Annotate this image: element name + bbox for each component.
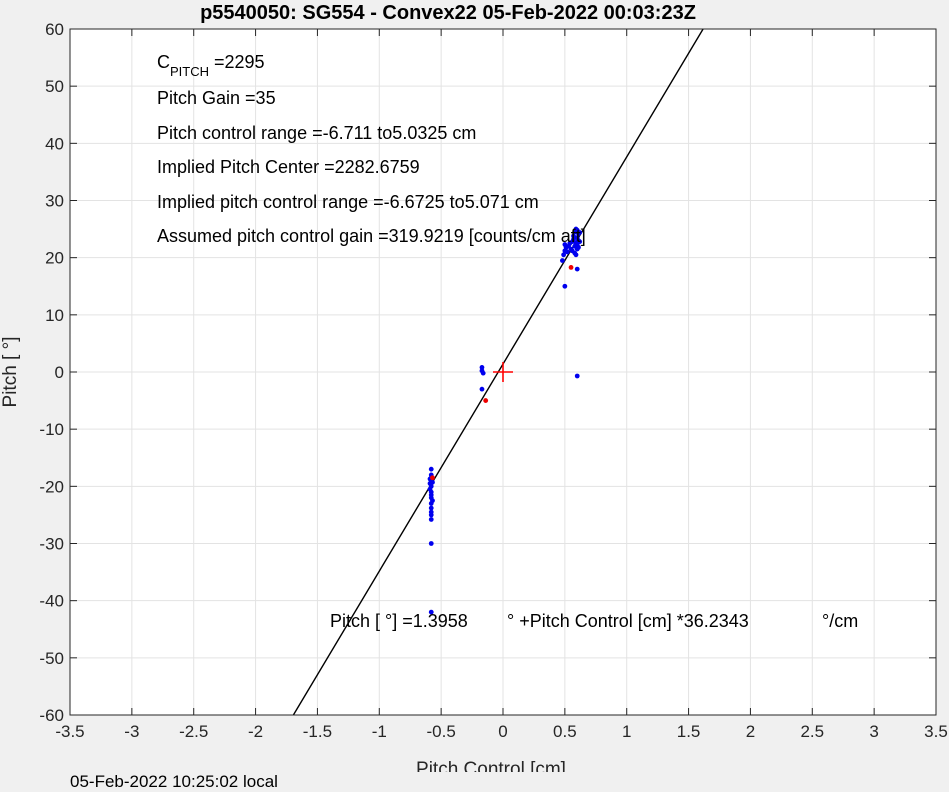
y-tick-label: 40 (45, 134, 64, 153)
data-point (428, 512, 434, 518)
annotation-equation-part3: °/cm (822, 611, 858, 631)
data-point (577, 230, 583, 235)
y-tick-label: 60 (45, 20, 64, 39)
y-tick-label: -30 (39, 535, 64, 554)
y-tick-label: 50 (45, 77, 64, 96)
data-point (430, 475, 435, 481)
plot-frame (69, 28, 937, 716)
x-tick-label: -1.5 (303, 722, 332, 741)
annotation-implied-range: Implied pitch control range =-6.6725 to5… (157, 192, 539, 212)
center-marker-group (493, 362, 513, 382)
annotation-equation-part2: ° +Pitch Control [cm] *36.2343 (507, 611, 749, 631)
x-axis-ticks: -3.5 -3 -2.5 -2 -1.5 -1 -0.5 0 0.5 1 1.5 2 2.5 3 3.5 (55, 29, 948, 741)
annotation-c-pitch-value: =2295 (209, 52, 265, 72)
data-point (576, 244, 581, 250)
data-point (574, 373, 580, 379)
y-tick-label: -40 (39, 592, 64, 611)
x-tick-label: -2 (248, 722, 263, 741)
y-axis-ticks: -60 -50 -40 -30 -20 -10 0 10 20 30 40 50 60 (39, 20, 936, 725)
x-tick-label: -3.5 (55, 722, 84, 741)
scatter-points (427, 226, 583, 615)
x-tick-label: -3 (124, 722, 139, 741)
annotation-c-pitch-subscript: PITCH (170, 64, 209, 79)
data-point (483, 398, 489, 403)
x-tick-label: 2 (746, 722, 755, 741)
data-point (574, 266, 580, 272)
data-point (572, 229, 578, 235)
annotation-implied-center: Implied Pitch Center =2282.6759 (157, 157, 420, 177)
data-point (428, 609, 434, 615)
data-point (480, 370, 486, 376)
data-point (428, 505, 434, 511)
annotation-equation-part1: Pitch [ °] =1.3958 (330, 611, 468, 631)
data-point (479, 386, 485, 392)
chart-title: p5540050: SG554 - Convex22 05-Feb-2022 0… (200, 2, 696, 24)
data-point (559, 258, 565, 263)
x-tick-label: 3.5 (924, 722, 948, 741)
x-tick-label: 0 (498, 722, 507, 741)
y-tick-label: -20 (39, 477, 64, 496)
data-point (428, 541, 434, 546)
x-axis-label: Pitch Control [cm] (416, 759, 566, 772)
y-tick-label: 20 (45, 249, 64, 268)
annotation-c-pitch-main: C (157, 52, 170, 72)
y-tick-label: -10 (39, 420, 64, 439)
data-point (571, 233, 576, 239)
data-point (562, 242, 568, 247)
data-point (573, 252, 579, 258)
y-tick-label: 10 (45, 306, 64, 325)
data-point (571, 236, 576, 242)
data-point (428, 466, 434, 472)
annotation-assumed-gain: Assumed pitch control gain =319.9219 [co… (157, 226, 586, 246)
data-point (428, 517, 434, 522)
x-tick-label: 1 (622, 722, 631, 741)
data-point (428, 501, 434, 506)
y-tick-label: -60 (39, 706, 64, 725)
data-point (562, 283, 568, 289)
data-point (479, 365, 485, 370)
pitch-control-chart: -3.5 -3 -2.5 -2 -1.5 -1 -0.5 0 0.5 1 1.5 2 2.5 3 3.5 -… (0, 2, 948, 772)
x-tick-label: -1 (372, 722, 387, 741)
data-point (564, 249, 570, 255)
x-tick-label: 2.5 (800, 722, 824, 741)
x-tick-label: 0.5 (553, 722, 577, 741)
data-point (561, 252, 567, 258)
data-point (568, 264, 574, 270)
annotation-pitch-control-range: Pitch control range =-6.711 to5.0325 cm (157, 123, 476, 143)
x-tick-label: -0.5 (426, 722, 455, 741)
data-point (430, 479, 435, 485)
y-tick-label: 0 (55, 363, 64, 382)
data-point (577, 239, 583, 245)
x-tick-label: 3 (869, 722, 878, 741)
y-tick-label: -50 (39, 649, 64, 668)
annotation-c-pitch: CPITCH =2295 (157, 52, 265, 79)
x-tick-label: 1.5 (677, 722, 701, 741)
x-tick-label: -2.5 (179, 722, 208, 741)
footer-timestamp: 05-Feb-2022 10:25:02 local (70, 772, 278, 791)
annotation-pitch-gain: Pitch Gain =35 (157, 88, 276, 108)
y-tick-label: 30 (45, 192, 64, 211)
y-axis-label: Pitch [ °] (0, 337, 21, 408)
